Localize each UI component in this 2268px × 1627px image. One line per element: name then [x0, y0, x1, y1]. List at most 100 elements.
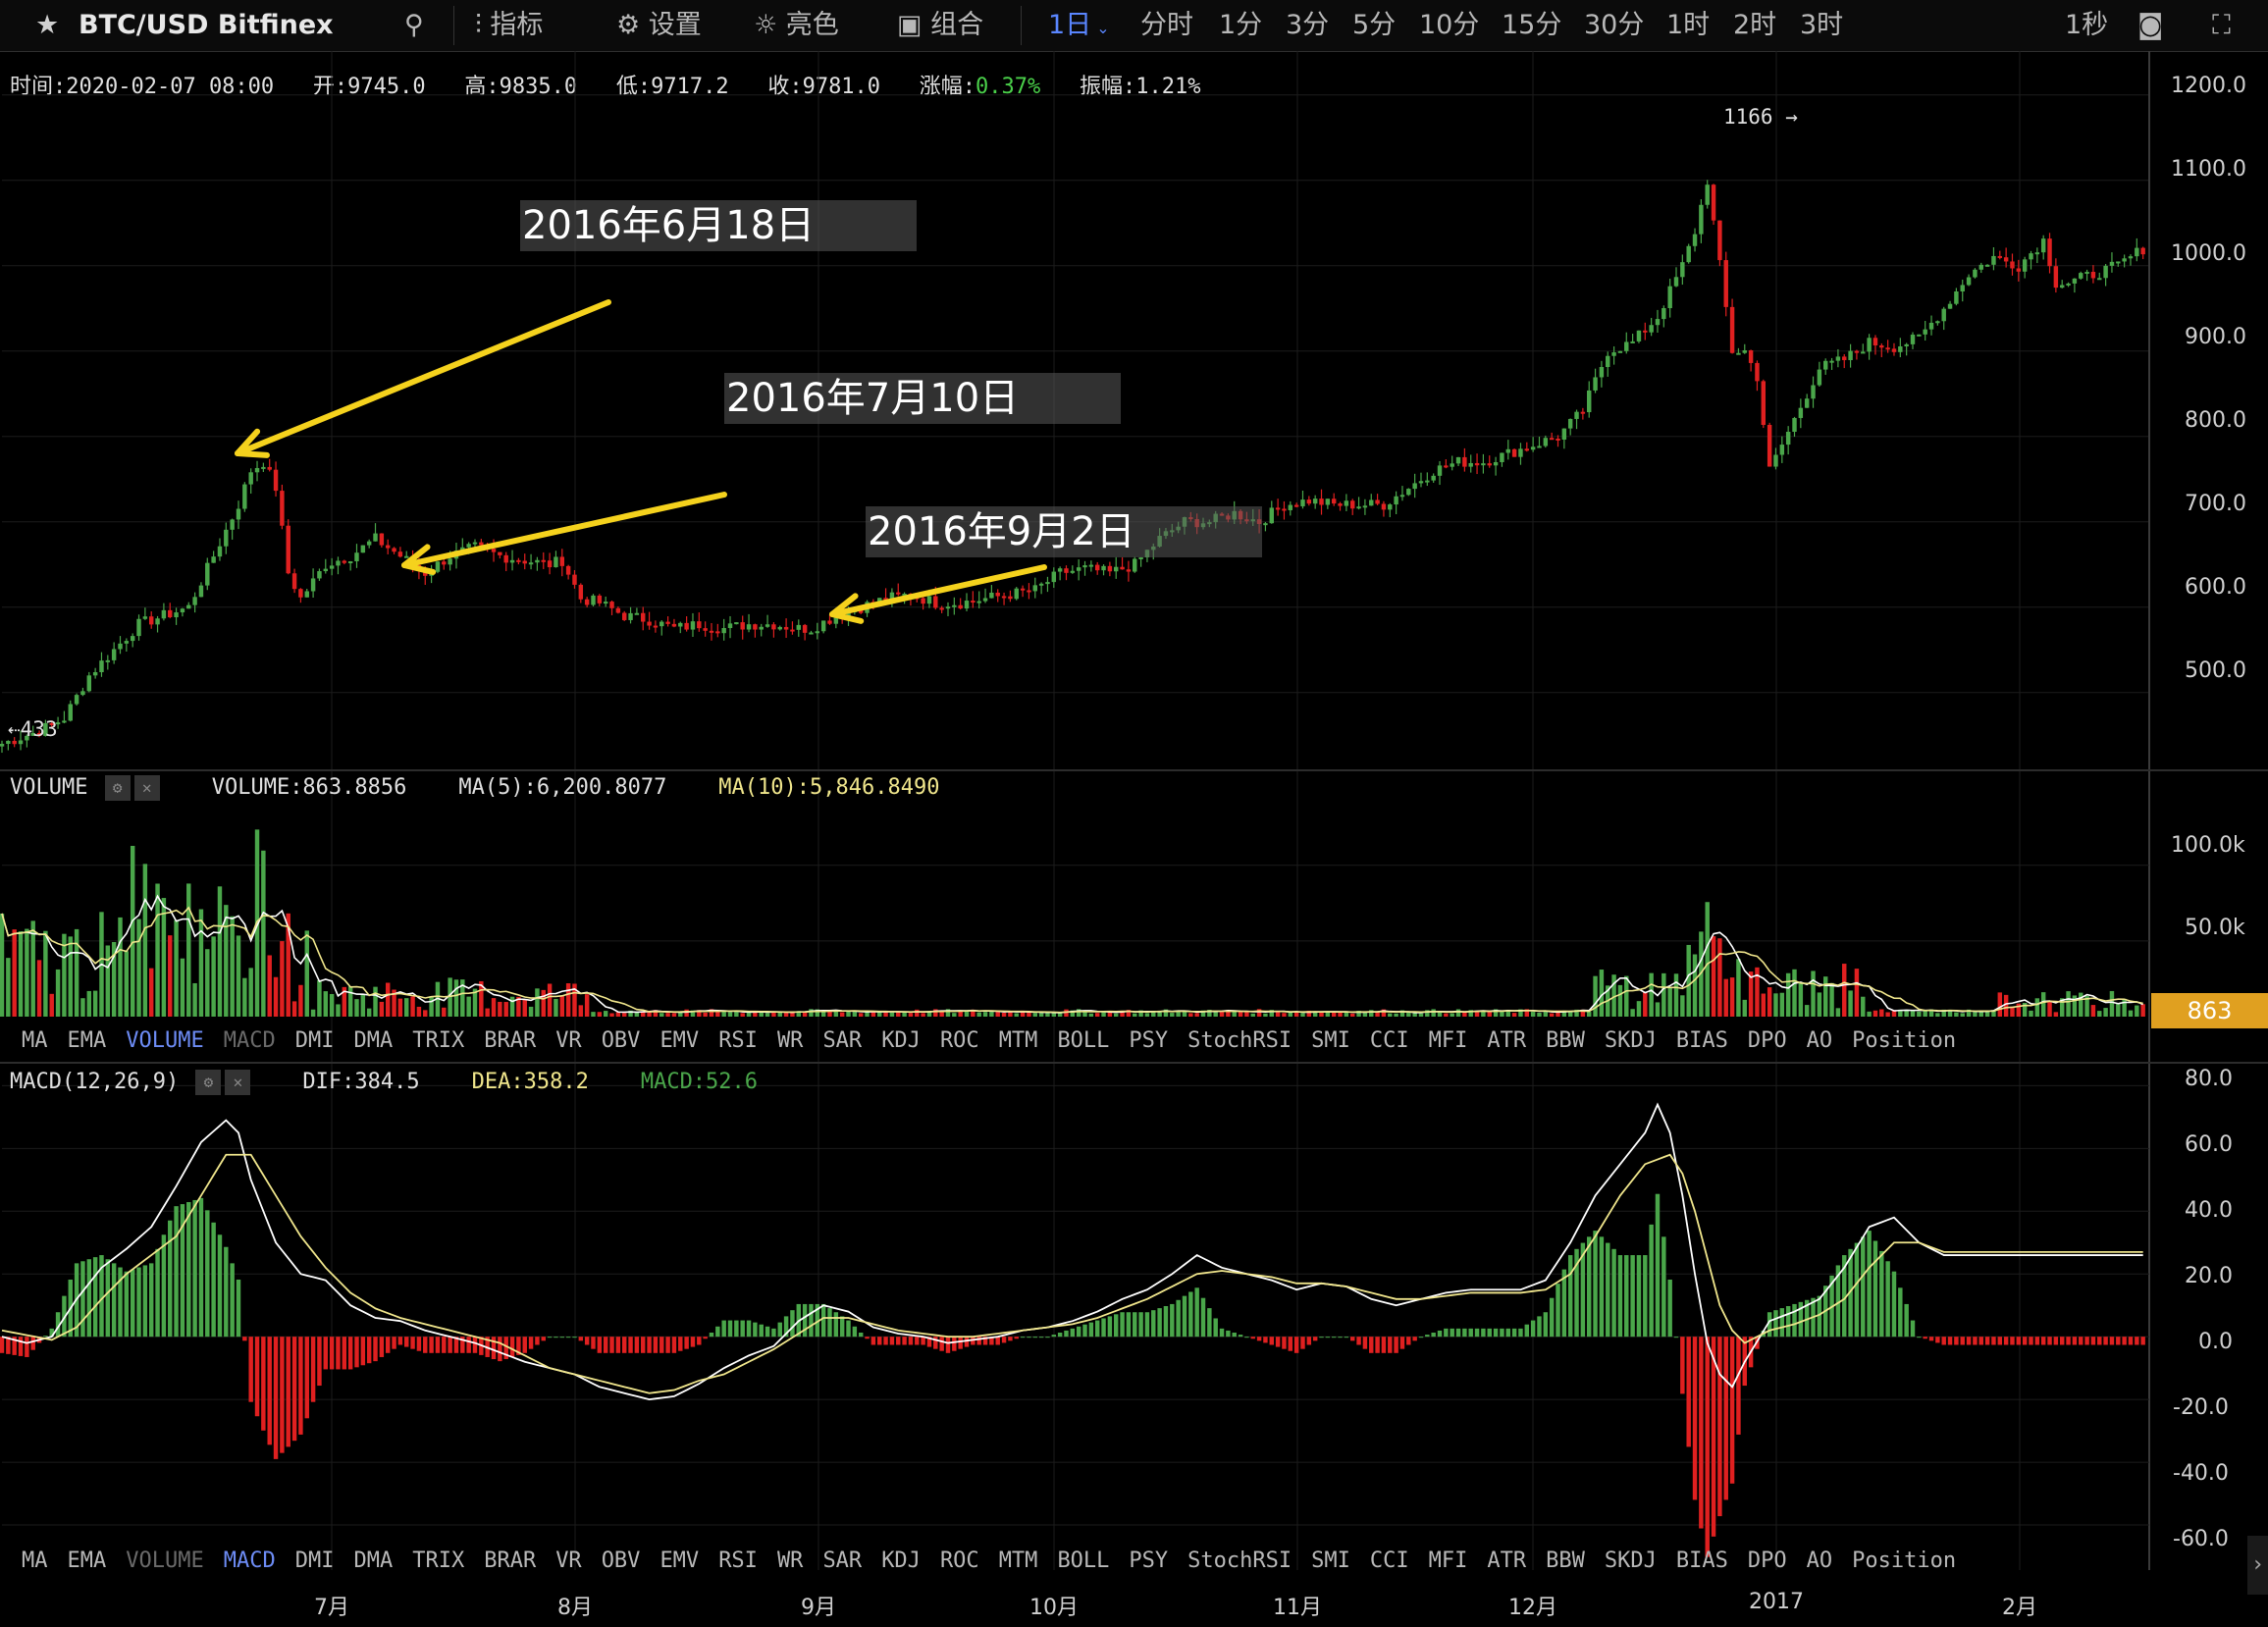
interval-15m[interactable]: 15分: [1502, 10, 1562, 40]
macd-histogram-bar: [2053, 1337, 2059, 1345]
indicator-tab-volume[interactable]: VOLUME: [126, 1028, 204, 1053]
interval-1h[interactable]: 1时: [1666, 10, 1711, 40]
indicator-tab-kdj[interactable]: KDJ: [881, 1028, 921, 1053]
indicator-tab-bbw[interactable]: BBW: [1546, 1548, 1585, 1573]
indicator-tab-macd[interactable]: MACD: [223, 1028, 276, 1053]
indicator-tab-boll[interactable]: BOLL: [1057, 1548, 1110, 1573]
search-icon[interactable]: ⚲: [404, 10, 424, 40]
indicator-tab-mfi[interactable]: MFI: [1428, 1028, 1468, 1053]
star-icon[interactable]: ★: [35, 10, 60, 40]
indicator-tab-smi[interactable]: SMI: [1311, 1028, 1350, 1053]
interval-1s[interactable]: 1秒: [2065, 10, 2109, 40]
volume-bar: [230, 916, 235, 1017]
indicator-tab-ma[interactable]: MA: [22, 1548, 48, 1573]
indicator-tab-ao[interactable]: AO: [1806, 1548, 1833, 1573]
indicator-tab-stochrsi[interactable]: StochRSI: [1187, 1028, 1292, 1053]
indicator-tab-skdj[interactable]: SKDJ: [1604, 1028, 1657, 1053]
macd-histogram-bar: [1032, 1337, 1037, 1338]
gear-icon[interactable]: ⚙: [195, 1070, 222, 1095]
indicator-tab-position[interactable]: Position: [1852, 1548, 1957, 1573]
indicator-button[interactable]: ⫶ 指标: [475, 10, 544, 40]
indicator-tab-brar[interactable]: BRAR: [484, 1548, 537, 1573]
indicator-tab-sar[interactable]: SAR: [822, 1548, 863, 1573]
theme-button[interactable]: ☼ 亮色: [754, 10, 839, 40]
indicator-tab-ma[interactable]: MA: [22, 1028, 48, 1053]
interval-3m[interactable]: 3分: [1286, 10, 1330, 40]
macd-histogram-bar: [1388, 1337, 1393, 1353]
indicator-tab-trix[interactable]: TRIX: [412, 1548, 465, 1573]
indicator-tab-mfi[interactable]: MFI: [1428, 1548, 1468, 1573]
indicator-tab-cci[interactable]: CCI: [1369, 1548, 1409, 1573]
close-icon[interactable]: ✕: [225, 1070, 251, 1095]
indicator-tab-kdj[interactable]: KDJ: [881, 1548, 921, 1573]
indicator-tab-roc[interactable]: ROC: [939, 1028, 979, 1053]
indicator-tab-obv[interactable]: OBV: [601, 1028, 641, 1053]
indicator-tab-emv[interactable]: EMV: [659, 1028, 700, 1053]
indicator-tab-smi[interactable]: SMI: [1311, 1548, 1350, 1573]
macd-histogram-bar: [1269, 1337, 1274, 1345]
scroll-right-icon[interactable]: ›: [2247, 1536, 2268, 1595]
interval-tick[interactable]: 分时: [1140, 10, 1193, 40]
candle-body: [1761, 381, 1767, 425]
indicator-tab-ao[interactable]: AO: [1806, 1028, 1833, 1053]
settings-button[interactable]: ⚙ 设置: [616, 10, 702, 40]
indicator-tab-dma[interactable]: DMA: [353, 1548, 394, 1573]
indicator-tab-rsi[interactable]: RSI: [718, 1028, 758, 1053]
indicator-tab-stochrsi[interactable]: StochRSI: [1187, 1548, 1292, 1573]
indicator-tab-psy[interactable]: PSY: [1129, 1548, 1169, 1573]
camera-icon[interactable]: ◙: [2137, 10, 2164, 40]
fullscreen-icon[interactable]: ⛶: [2212, 10, 2231, 40]
indicator-tab-vr[interactable]: VR: [555, 1028, 582, 1053]
interval-3h[interactable]: 3时: [1800, 10, 1844, 40]
indicator-tab-boll[interactable]: BOLL: [1057, 1028, 1110, 1053]
gear-icon[interactable]: ⚙: [104, 775, 131, 801]
indicator-tab-dpo[interactable]: DPO: [1747, 1028, 1787, 1053]
indicator-tab-skdj[interactable]: SKDJ: [1604, 1548, 1657, 1573]
indicator-tab-emv[interactable]: EMV: [659, 1548, 700, 1573]
macd-value: MACD:52.6: [640, 1070, 759, 1094]
interval-10m[interactable]: 10分: [1419, 10, 1480, 40]
interval-30m[interactable]: 30分: [1584, 10, 1645, 40]
indicator-tab-wr[interactable]: WR: [776, 1028, 804, 1053]
indicator-tab-bias[interactable]: BIAS: [1675, 1548, 1728, 1573]
interval-2h[interactable]: 2时: [1733, 10, 1777, 40]
indicator-tab-trix[interactable]: TRIX: [412, 1028, 465, 1053]
interval-5m[interactable]: 5分: [1352, 10, 1397, 40]
layout-button[interactable]: ▣ 组合: [897, 10, 984, 40]
close-icon[interactable]: ✕: [133, 775, 160, 801]
volume-bar: [1817, 992, 1822, 1017]
symbol-title[interactable]: BTC/USD Bitfinex: [79, 10, 334, 40]
indicator-tab-rsi[interactable]: RSI: [718, 1548, 758, 1573]
indicator-tab-dmi[interactable]: DMI: [294, 1028, 335, 1053]
indicator-tab-cci[interactable]: CCI: [1369, 1028, 1409, 1053]
indicator-tab-mtm[interactable]: MTM: [998, 1028, 1038, 1053]
indicator-tab-position[interactable]: Position: [1852, 1028, 1957, 1053]
indicator-tab-vr[interactable]: VR: [555, 1548, 582, 1573]
indicator-tab-bias[interactable]: BIAS: [1675, 1028, 1728, 1053]
indicator-tab-brar[interactable]: BRAR: [484, 1028, 537, 1053]
macd-histogram-bar: [1256, 1337, 1262, 1341]
indicator-tab-bbw[interactable]: BBW: [1546, 1028, 1585, 1053]
indicator-tab-obv[interactable]: OBV: [601, 1548, 641, 1573]
indicator-tab-atr[interactable]: ATR: [1487, 1028, 1527, 1053]
indicator-tab-macd[interactable]: MACD: [223, 1548, 276, 1573]
macd-histogram-bar: [1699, 1337, 1704, 1529]
candle-body: [49, 722, 54, 725]
indicator-tab-wr[interactable]: WR: [776, 1548, 804, 1573]
indicator-tab-sar[interactable]: SAR: [822, 1028, 863, 1053]
indicator-tab-psy[interactable]: PSY: [1129, 1028, 1169, 1053]
volume-bar: [522, 999, 527, 1017]
indicator-tab-atr[interactable]: ATR: [1487, 1548, 1527, 1573]
indicator-tab-dma[interactable]: DMA: [353, 1028, 394, 1053]
indicator-tab-mtm[interactable]: MTM: [998, 1548, 1038, 1573]
macd-histogram-bar: [1767, 1312, 1772, 1338]
indicator-tab-ema[interactable]: EMA: [67, 1028, 107, 1053]
indicator-tab-dpo[interactable]: DPO: [1747, 1548, 1787, 1573]
interval-selector[interactable]: 1日 ⌄: [1048, 10, 1110, 40]
indicator-tab-volume[interactable]: VOLUME: [126, 1548, 204, 1573]
indicator-tab-dmi[interactable]: DMI: [294, 1548, 335, 1573]
indicator-tab-ema[interactable]: EMA: [67, 1548, 107, 1573]
indicator-tab-roc[interactable]: ROC: [939, 1548, 979, 1573]
interval-1m[interactable]: 1分: [1219, 10, 1263, 40]
